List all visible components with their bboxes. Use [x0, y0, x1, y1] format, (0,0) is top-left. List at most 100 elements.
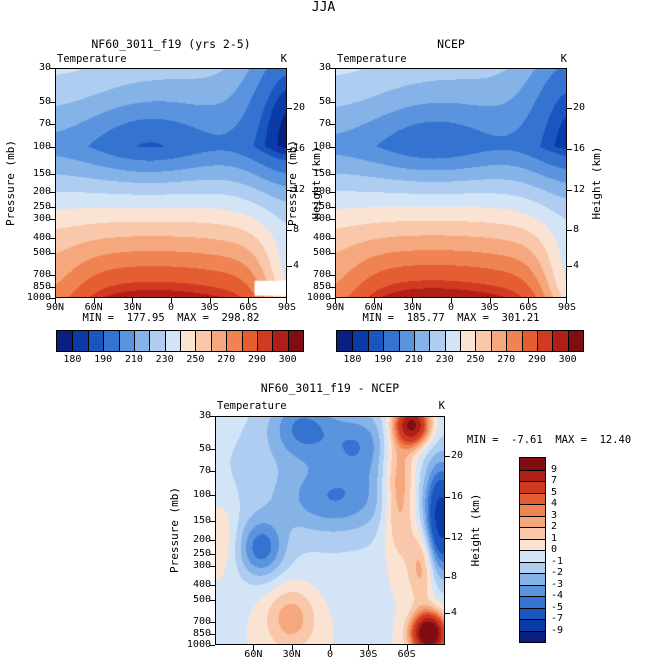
colorbar-divider	[506, 331, 508, 351]
colorbar-divider	[226, 331, 228, 351]
colorbar-divider	[164, 331, 166, 351]
x-tick-mark	[210, 298, 211, 303]
y2-tick-label: 16	[293, 142, 306, 154]
colorbar-cell	[520, 504, 545, 517]
colorbar-label: -4	[551, 590, 564, 601]
colorbar-cell	[520, 458, 545, 471]
colorbar-divider	[520, 481, 545, 482]
colorbar-divider	[429, 331, 431, 351]
y-tick-mark	[210, 600, 215, 601]
x-tick-mark	[335, 298, 336, 303]
y2-tick-mark	[287, 190, 292, 191]
colorbar-cell	[413, 331, 430, 351]
colorbar-divider	[520, 469, 545, 471]
contour-canvas	[335, 68, 567, 298]
y2-tick-mark	[445, 456, 450, 457]
colorbar-divider	[256, 331, 258, 351]
y-tick-mark	[330, 102, 335, 103]
colorbar-divider	[72, 331, 74, 351]
colorbar-divider	[103, 331, 105, 351]
colorbar-divider	[149, 331, 151, 351]
y-tick-mark	[330, 275, 335, 276]
colorbar-divider	[567, 331, 569, 351]
panel-title: NCEP	[437, 37, 465, 51]
y2-tick-label: 8	[573, 224, 580, 236]
x-tick-mark	[451, 298, 452, 303]
colorbar-cell	[383, 331, 400, 351]
colorbar-label: 180	[63, 354, 82, 365]
colorbar-cell	[567, 331, 584, 351]
y-tick-mark	[330, 298, 335, 299]
y-tick-mark	[50, 238, 55, 239]
y2-tick-mark	[445, 538, 450, 539]
colorbar-label: 250	[186, 354, 205, 365]
y-tick-mark	[210, 471, 215, 472]
y-tick-label: 30	[318, 62, 331, 73]
x-tick-label: 60N	[364, 302, 383, 313]
y-tick-label: 700	[192, 615, 211, 627]
colorbar-divider	[413, 331, 415, 351]
colorbar-label: 300	[558, 354, 577, 365]
colorbar-cell	[520, 630, 545, 643]
colorbar-cell	[195, 331, 212, 351]
y-tick-label: 400	[32, 231, 51, 243]
y-tick-mark	[210, 554, 215, 555]
colorbar-divider	[475, 331, 477, 351]
colorbar-divider	[536, 331, 538, 351]
colorbar-label: 9	[551, 463, 558, 475]
colorbar-label: 180	[343, 354, 362, 365]
colorbar-cell	[506, 331, 523, 351]
colorbar-label: 210	[404, 354, 423, 365]
y-tick-mark	[210, 634, 215, 635]
colorbar-cell	[272, 331, 289, 351]
colorbar-divider	[520, 538, 545, 540]
y-tick-label: 1000	[26, 292, 51, 303]
colorbar-divider	[133, 331, 135, 351]
y2-tick-mark	[567, 266, 572, 267]
colorbar-label: 290	[247, 354, 266, 365]
colorbar-label: 4	[551, 498, 558, 509]
y2-tick-label: 4	[293, 260, 300, 272]
y-tick-label: 250	[32, 201, 51, 213]
colorbar-divider	[552, 331, 554, 351]
colorbar-label: 270	[497, 354, 516, 365]
y-tick-label: 200	[192, 533, 211, 545]
y-tick-label: 150	[32, 167, 51, 179]
panel-title: NF60_3011_f19 - NCEP	[260, 381, 400, 395]
colorbar-frame	[519, 457, 546, 643]
y-tick-mark	[210, 585, 215, 586]
x-tick-label: 30N	[282, 649, 301, 660]
colorbar-label: -1	[551, 555, 564, 567]
y-tick-mark	[210, 495, 215, 496]
figure-title: JJA	[311, 0, 336, 15]
y-tick-mark	[210, 645, 215, 646]
colorbar-label: 190	[94, 354, 113, 365]
min-max-stats: MIN = 177.95 MAX = 298.82	[82, 312, 260, 324]
y-tick-label: 70	[318, 117, 331, 129]
y-tick-label: 250	[312, 201, 331, 213]
colorbar-cell	[520, 515, 545, 528]
colorbar-cell	[520, 527, 545, 540]
colorbar-cell	[103, 331, 120, 351]
y2-tick-label: 8	[451, 571, 458, 583]
y-tick-label: 500	[312, 246, 331, 258]
colorbar-label: -2	[551, 567, 564, 578]
y2-tick-label: 12	[573, 184, 586, 196]
y-tick-mark	[330, 219, 335, 220]
colorbar-divider	[520, 504, 545, 505]
y-tick-mark	[330, 287, 335, 288]
x-tick-mark	[528, 298, 529, 303]
colorbar-cell	[367, 331, 384, 351]
y2-tick-label: 8	[293, 224, 300, 236]
colorbar-label: 250	[466, 354, 485, 365]
y2-tick-label: 4	[451, 607, 458, 619]
y-tick-label: 700	[312, 268, 331, 280]
y2-tick-mark	[567, 149, 572, 150]
colorbar-cell	[180, 331, 196, 351]
field-label: Temperature	[217, 400, 287, 412]
colorbar-divider	[520, 550, 545, 551]
units-label: K	[560, 53, 567, 65]
y-tick-label: 30	[38, 62, 51, 73]
y-tick-mark	[50, 275, 55, 276]
